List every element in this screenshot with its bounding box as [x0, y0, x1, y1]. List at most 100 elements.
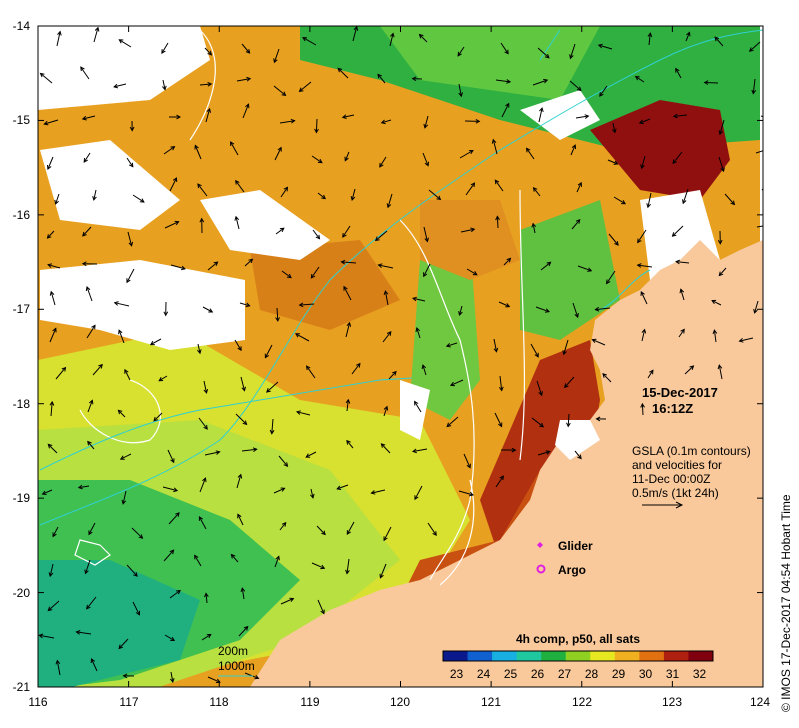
velocity-arrow-head [197, 349, 202, 355]
velocity-arrow [606, 270, 616, 284]
velocity-arrow-head [336, 485, 342, 490]
velocity-arrow-head [245, 103, 250, 109]
velocity-arrow-head [505, 303, 511, 308]
velocity-arrow-head [379, 573, 384, 579]
velocity-arrow-head [587, 267, 593, 272]
velocity-arrow [346, 399, 349, 412]
velocity-arrow-head [176, 589, 181, 595]
velocity-arrow [207, 676, 221, 683]
velocity-arrow-head [614, 240, 619, 246]
velocity-arrow-head [383, 536, 388, 542]
velocity-arrow-head [575, 219, 581, 224]
velocity-arrow-head [458, 92, 463, 98]
velocity-arrow [87, 441, 95, 450]
velocity-arrow-head [243, 625, 249, 631]
velocity-arrow-head [638, 119, 644, 125]
velocity-arrow [47, 600, 60, 611]
velocity-arrow-head [495, 215, 500, 221]
velocity-arrow-head [118, 329, 123, 335]
velocity-arrow-head [54, 199, 59, 205]
velocity-arrow-head [475, 118, 481, 124]
velocity-arrow-head [91, 324, 96, 330]
velocity-arrow [414, 401, 422, 413]
velocity-arrow [641, 155, 646, 169]
velocity-arrow-head [207, 50, 213, 56]
velocity-arrow [612, 122, 616, 133]
velocity-arrow-head [370, 490, 376, 495]
velocity-arrow-head [208, 308, 214, 313]
velocity-arrow-head [41, 490, 47, 495]
velocity-arrow-head [92, 195, 97, 201]
velocity-arrow [92, 364, 103, 376]
velocity-arrow-head [49, 290, 55, 296]
velocity-arrow-head [230, 141, 235, 147]
colorbar: 4h comp, p50, all sats 23 24 25 26 27 28 29 30 3… [442, 632, 714, 681]
velocity-arrow-head [113, 83, 119, 89]
velocity-arrow-head [124, 368, 129, 374]
velocity-arrow [236, 78, 251, 82]
velocity-arrow-head [298, 302, 304, 308]
velocity-arrow-head [57, 30, 62, 36]
velocity-arrow [169, 590, 181, 599]
colorbar-swatch [688, 651, 714, 661]
velocity-arrow [375, 230, 388, 241]
velocity-arrow [317, 599, 325, 614]
velocity-arrow [278, 455, 288, 467]
velocity-arrow [169, 177, 177, 192]
velocity-arrow-head [48, 572, 54, 578]
velocity-arrow-head [345, 569, 350, 575]
velocity-arrow-head [472, 271, 478, 276]
velocity-arrow [235, 180, 245, 193]
velocity-arrow [234, 339, 242, 351]
velocity-arrow-head [374, 236, 380, 242]
velocity-arrow [203, 380, 207, 394]
velocity-arrow-head [133, 572, 138, 577]
velocity-arrow-head [390, 32, 395, 38]
bathymetry-contours [39, 29, 763, 526]
velocity-arrow-head [562, 350, 567, 356]
velocity-arrow [83, 152, 91, 163]
velocity-arrow-head [203, 388, 209, 394]
velocity-arrow [602, 373, 612, 383]
velocity-arrow-head [717, 239, 723, 245]
velocity-arrow-head [295, 333, 300, 338]
velocity-arrow-head [88, 399, 94, 405]
velocity-arrow-head [411, 448, 417, 454]
velocity-arrow-head [602, 373, 607, 378]
velocity-arrow [446, 342, 458, 347]
velocity-arrow [495, 475, 504, 488]
velocity-arrow [711, 300, 722, 306]
colorbar-swatches [443, 651, 714, 661]
colorbar-tick-label: 27 [558, 667, 572, 681]
velocity-arrow [494, 412, 503, 427]
velocity-arrow-head [686, 31, 691, 37]
velocity-arrow-head [386, 330, 392, 336]
velocity-arrow-head [423, 123, 429, 129]
velocity-arrow [503, 258, 511, 266]
velocity-arrow-head [281, 91, 287, 97]
velocity-arrow-head [234, 215, 240, 221]
velocity-arrow-head [38, 633, 44, 639]
velocity-arrow [78, 485, 90, 489]
velocity-arrow [572, 302, 579, 318]
velocity-arrow-head [280, 487, 286, 492]
velocity-arrow-head [241, 386, 246, 392]
velocity-arrow-head [139, 198, 145, 203]
velocity-arrow [302, 37, 317, 46]
velocity-arrow [388, 371, 397, 380]
velocity-arrow [680, 289, 685, 301]
velocity-arrow-head [577, 454, 582, 460]
velocity-arrow-head [172, 177, 178, 183]
velocity-arrow [571, 219, 581, 230]
velocity-arrow-head [346, 530, 351, 536]
velocity-arrow-head [457, 51, 462, 57]
velocity-arrow [279, 120, 295, 124]
velocity-arrow-head [248, 258, 254, 264]
velocity-arrow-head [539, 422, 545, 428]
velocity-arrow [500, 42, 509, 54]
velocity-arrow-head [445, 342, 451, 348]
velocity-arrow-head [275, 555, 280, 561]
velocity-arrow [197, 183, 208, 197]
velocity-arrow [678, 329, 685, 338]
